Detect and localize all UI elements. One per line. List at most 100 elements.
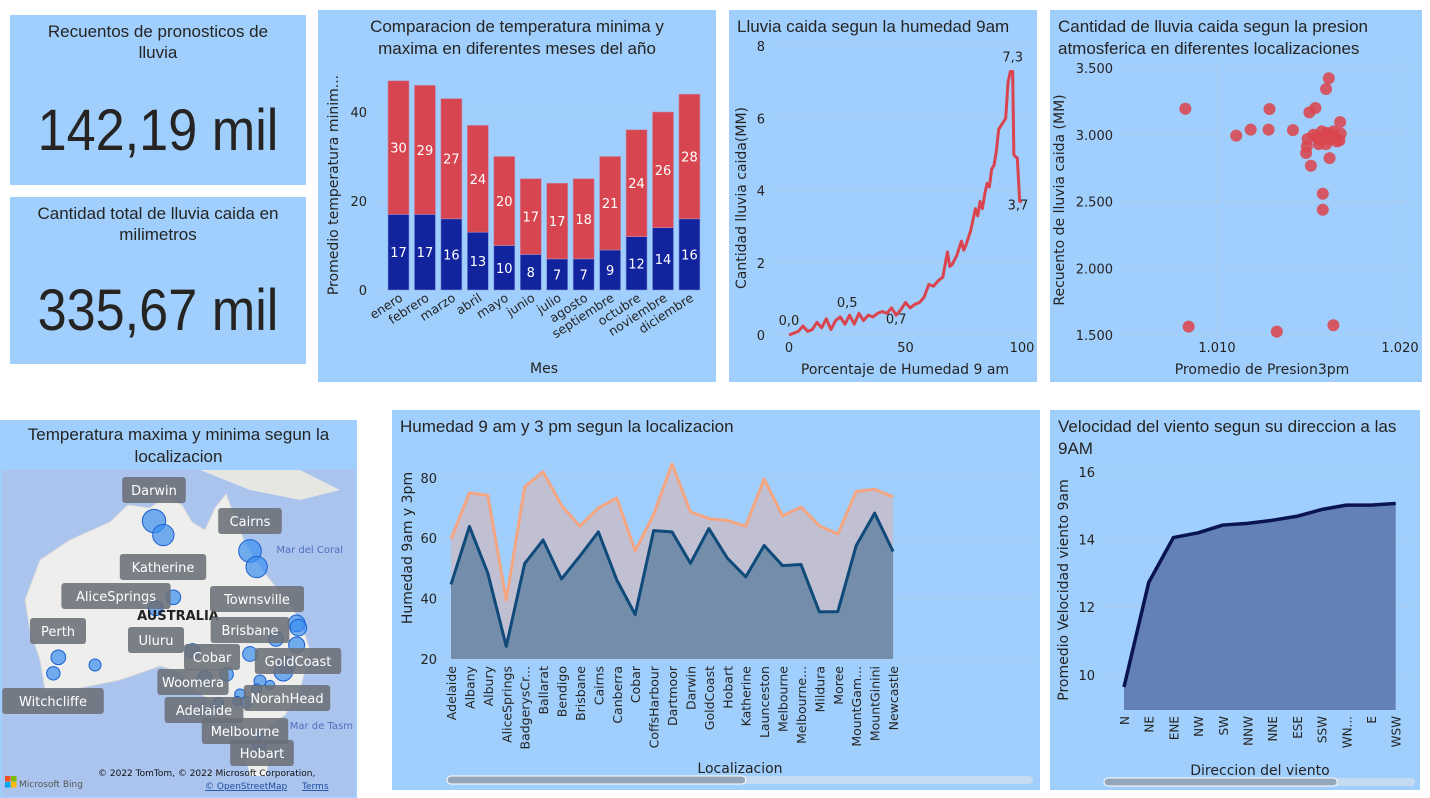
bar-max-temp[interactable] [546, 182, 569, 260]
y-axis-title: Humedad 9am y 3pm [400, 472, 416, 624]
location-label-box[interactable] [157, 669, 229, 695]
scatter-point[interactable] [1182, 320, 1195, 333]
location-label-box[interactable] [210, 617, 290, 643]
y-axis-title: Promedio Velocidad viento 9am [1056, 479, 1072, 701]
chart-title: Humedad 9 am y 3 pm segun la localizacio… [400, 417, 734, 436]
humidity-3pm-area [451, 513, 894, 659]
bar-series-group [387, 80, 701, 291]
horizontal-scrollbar-thumb[interactable] [1103, 777, 1338, 787]
scatter-point[interactable] [1323, 152, 1336, 165]
scatter-point[interactable] [1334, 116, 1347, 129]
humidity-9am-line[interactable] [449, 462, 894, 602]
location-bubble[interactable] [152, 523, 175, 547]
location-label-box[interactable] [184, 644, 240, 670]
location-label-box[interactable] [30, 618, 86, 644]
location-bubble[interactable] [289, 618, 308, 637]
y-tick-label: 60 [420, 532, 437, 547]
bar-max-temp[interactable] [678, 93, 701, 220]
data-label: 12 [628, 257, 645, 272]
location-label-box[interactable] [243, 685, 331, 711]
x-tick-label: Albury [481, 665, 496, 706]
kpi-title: Cantidad total de lluvia caida en milime… [37, 204, 279, 244]
y-tick-label: 0 [757, 329, 765, 344]
location-label-box[interactable] [210, 586, 304, 612]
scatter-point[interactable] [1322, 72, 1335, 85]
y-tick-label: 10 [1078, 669, 1095, 684]
y-tick-label: 3.500 [1076, 62, 1113, 77]
bar-max-temp[interactable] [387, 80, 410, 215]
location-label-box[interactable] [254, 648, 342, 674]
scatter-point[interactable] [1316, 187, 1329, 200]
location-label-box[interactable] [230, 740, 294, 766]
x-tick-label: Darwin [683, 666, 698, 710]
chart-title: Temperatura maxima y minima segun la loc… [27, 425, 330, 466]
location-bubble[interactable] [50, 649, 67, 666]
x-tick-label: Brisbane [573, 666, 588, 721]
bar-max-temp[interactable] [652, 111, 674, 228]
wind-line[interactable] [1122, 501, 1396, 688]
terms-link[interactable]: Terms [301, 782, 329, 792]
scatter-point[interactable] [1263, 102, 1276, 115]
bar-max-temp[interactable] [599, 156, 621, 251]
location-label-box[interactable] [164, 697, 244, 723]
bar-max-temp[interactable] [440, 98, 463, 220]
location-bubble[interactable] [88, 658, 102, 672]
bar-max-temp[interactable] [625, 129, 648, 237]
data-label: 27 [443, 153, 460, 168]
bar-max-temp[interactable] [414, 85, 436, 215]
data-label: 7 [580, 268, 588, 283]
data-label: 3,7 [1008, 198, 1029, 213]
scatter-point[interactable] [1316, 203, 1329, 216]
location-label: Townsville [223, 593, 290, 608]
location-label: Melbourne [211, 725, 280, 740]
bar-max-temp[interactable] [493, 156, 516, 246]
x-tick-label: SW [1217, 716, 1231, 736]
location-label-box[interactable] [218, 508, 282, 534]
data-label: 26 [655, 164, 672, 179]
bar-max-temp[interactable] [519, 178, 542, 255]
location-label: Adelaide [176, 704, 232, 719]
location-label-box[interactable] [128, 627, 184, 653]
x-tick-label: Ballarat [536, 666, 551, 715]
location-label-box[interactable] [2, 688, 104, 714]
location-bubble[interactable] [245, 555, 268, 579]
scatter-point[interactable] [1327, 319, 1340, 332]
bar-max-temp[interactable] [572, 178, 595, 260]
scatter-point[interactable] [1320, 82, 1333, 95]
x-tick-label: AliceSprings [499, 666, 514, 743]
location-label-box[interactable] [119, 554, 207, 580]
x-tick-label: Adelaide [444, 666, 459, 720]
location-label-box[interactable] [61, 583, 171, 609]
scatter-point[interactable] [1230, 129, 1243, 142]
bar-max-temp[interactable] [467, 125, 489, 233]
data-label: 9 [606, 264, 614, 279]
openstreetmap-link[interactable]: © OpenStreetMap [205, 782, 288, 792]
chart-title: Cantidad de lluvia caida segun la presio… [1058, 17, 1368, 58]
location-label-box[interactable] [122, 477, 186, 503]
scatter-point[interactable] [1262, 123, 1275, 136]
data-label: 10 [496, 262, 513, 277]
x-tick-label: WSW [1390, 716, 1404, 747]
y-tick-label: 0 [359, 284, 367, 299]
map-view[interactable]: Mar del Coral Mar de Tasm AUSTRALIA Darwin C… [2, 470, 355, 796]
scatter-point[interactable] [1244, 123, 1257, 136]
location-bubble[interactable] [46, 666, 61, 681]
location-label-box[interactable] [201, 718, 289, 744]
y-tick-label: 16 [1078, 466, 1095, 481]
data-label: 24 [628, 177, 645, 192]
rainfall-line[interactable] [788, 69, 1022, 337]
scatter-point[interactable] [1179, 102, 1192, 115]
location-label: Uluru [139, 634, 174, 649]
humidity-3pm-line[interactable] [449, 511, 895, 648]
location-label: Hobart [240, 747, 284, 762]
scatter-point[interactable] [1286, 124, 1299, 137]
scatter-point[interactable] [1329, 130, 1342, 143]
scatter-point[interactable] [1304, 159, 1317, 172]
y-axis-title: Cantidad lluvia caida(MM) [734, 107, 750, 289]
x-axis-title: Mes [530, 361, 558, 377]
scatter-point[interactable] [1309, 102, 1322, 115]
scatter-point[interactable] [1270, 325, 1283, 338]
horizontal-scrollbar-thumb[interactable] [446, 775, 747, 785]
x-tick-label: Moree [831, 666, 846, 705]
